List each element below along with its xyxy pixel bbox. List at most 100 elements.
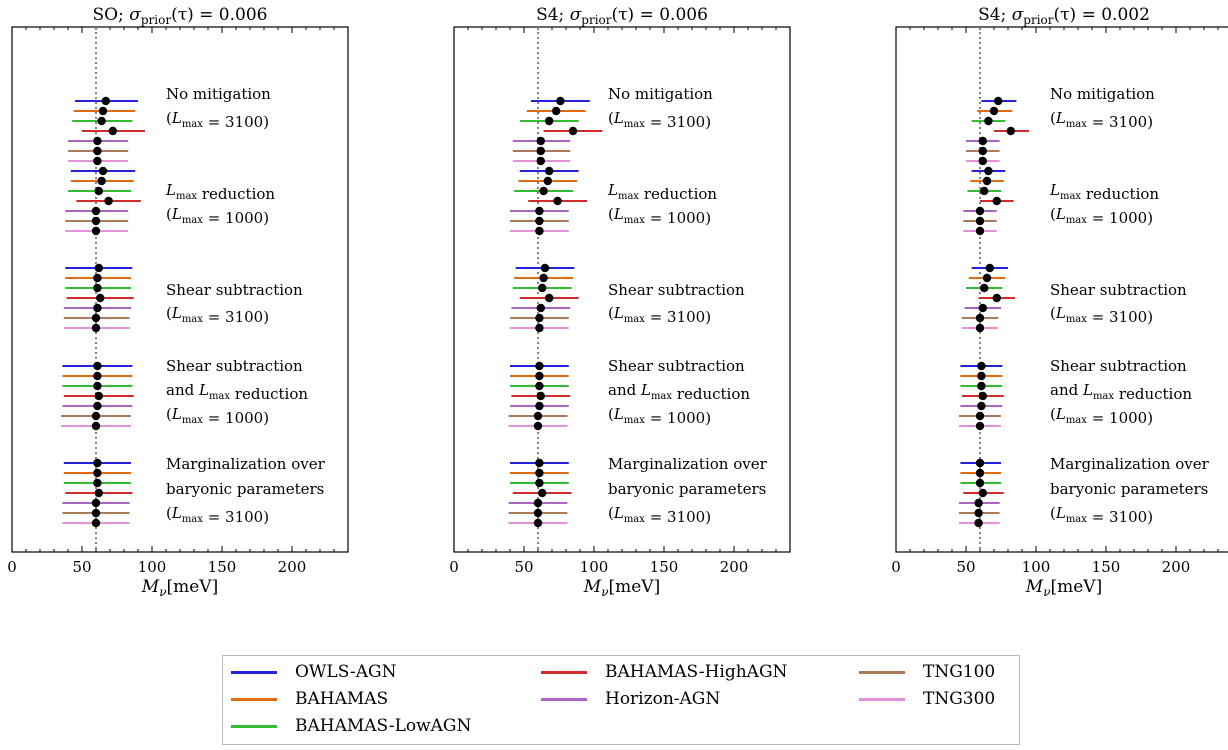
data-point bbox=[540, 263, 550, 273]
data-point bbox=[93, 478, 102, 488]
data-point bbox=[545, 116, 554, 126]
x-axis-label: Mν[meV] bbox=[1025, 577, 1102, 599]
data-point bbox=[982, 273, 992, 283]
data-point bbox=[535, 458, 544, 468]
x-tick-label: 100 bbox=[138, 558, 167, 576]
x-tick-label: 50 bbox=[956, 558, 975, 576]
data-point bbox=[552, 106, 561, 116]
data-point bbox=[536, 303, 545, 313]
x-tick-label: 150 bbox=[1092, 558, 1121, 576]
legend-item: OWLS-AGN bbox=[231, 661, 396, 683]
data-point bbox=[982, 176, 992, 186]
data-point bbox=[538, 283, 547, 293]
group-label: (Lmax = 1000) bbox=[608, 405, 711, 427]
x-tick-label: 50 bbox=[514, 558, 533, 576]
data-point bbox=[992, 293, 1001, 303]
data-point bbox=[975, 313, 985, 323]
group-label: and Lmax reduction bbox=[1050, 381, 1192, 403]
group-label: Shear subtraction bbox=[608, 357, 745, 375]
legend-item: TNG100 bbox=[859, 661, 995, 683]
data-point bbox=[535, 313, 544, 323]
group-label: No mitigation bbox=[608, 85, 713, 103]
group-label: (Lmax = 1000) bbox=[166, 405, 269, 427]
data-point bbox=[535, 468, 544, 478]
group-label: Shear subtraction bbox=[1050, 281, 1187, 299]
legend-swatch bbox=[859, 697, 905, 701]
group-label: Marginalization over bbox=[1050, 455, 1210, 473]
data-point bbox=[568, 126, 578, 136]
legend-item: Horizon-AGN bbox=[541, 688, 720, 710]
data-point bbox=[93, 381, 102, 391]
data-point bbox=[975, 323, 985, 333]
x-tick-label: 200 bbox=[720, 558, 749, 576]
x-tick-label: 150 bbox=[208, 558, 237, 576]
data-point bbox=[91, 313, 101, 323]
data-point bbox=[93, 401, 102, 411]
data-point bbox=[535, 381, 544, 391]
x-tick-label: 0 bbox=[7, 558, 17, 576]
legend-label: OWLS-AGN bbox=[295, 662, 397, 682]
data-point bbox=[535, 361, 544, 371]
data-point bbox=[539, 186, 548, 196]
data-point bbox=[535, 401, 544, 411]
data-point bbox=[93, 273, 102, 283]
x-axis-label: Mν[meV] bbox=[141, 577, 218, 599]
x-tick-label: 0 bbox=[891, 558, 901, 576]
data-point bbox=[984, 166, 993, 176]
data-point bbox=[974, 498, 983, 508]
data-point bbox=[553, 196, 562, 206]
data-point bbox=[975, 216, 985, 226]
data-point bbox=[536, 156, 545, 166]
data-point bbox=[545, 293, 554, 303]
data-point bbox=[93, 468, 102, 478]
group-label: and Lmax reduction bbox=[166, 381, 308, 403]
data-point bbox=[91, 508, 101, 518]
data-point bbox=[93, 458, 102, 468]
group-label: (Lmax = 3100) bbox=[166, 109, 269, 131]
group-label: (Lmax = 3100) bbox=[166, 304, 269, 326]
x-tick-label: 100 bbox=[1022, 558, 1051, 576]
data-point bbox=[975, 206, 985, 216]
data-point bbox=[985, 263, 994, 273]
group-label: (Lmax = 3100) bbox=[608, 304, 711, 326]
data-point bbox=[978, 136, 987, 146]
data-point bbox=[978, 391, 987, 401]
legend-swatch bbox=[231, 670, 277, 674]
data-point bbox=[975, 411, 985, 421]
group-label: Lmax reduction bbox=[607, 181, 717, 203]
data-point bbox=[91, 498, 101, 508]
data-point bbox=[533, 518, 543, 528]
data-point bbox=[97, 116, 106, 126]
data-point bbox=[91, 323, 101, 333]
group-label: Shear subtraction bbox=[166, 281, 303, 299]
data-point bbox=[533, 508, 543, 518]
data-point bbox=[974, 518, 983, 528]
group-label: (Lmax = 3100) bbox=[608, 504, 711, 526]
group-label: (Lmax = 3100) bbox=[1050, 109, 1153, 131]
group-label: Lmax reduction bbox=[165, 181, 275, 203]
data-point bbox=[978, 156, 987, 166]
data-point bbox=[96, 293, 105, 303]
data-point bbox=[93, 283, 102, 293]
data-point bbox=[108, 126, 118, 136]
data-point bbox=[539, 273, 548, 283]
group-label: baryonic parameters bbox=[608, 480, 766, 498]
data-point bbox=[536, 391, 545, 401]
data-point bbox=[94, 186, 104, 196]
data-point bbox=[977, 401, 986, 411]
group-label: (Lmax = 1000) bbox=[1050, 205, 1153, 227]
data-point bbox=[556, 96, 565, 106]
data-point bbox=[978, 488, 987, 498]
data-point bbox=[91, 411, 101, 421]
data-point bbox=[91, 216, 101, 226]
group-label: baryonic parameters bbox=[1050, 480, 1208, 498]
data-point bbox=[91, 206, 101, 216]
data-point bbox=[977, 371, 986, 381]
group-label: Shear subtraction bbox=[166, 357, 303, 375]
data-point bbox=[992, 196, 1001, 206]
data-point bbox=[535, 323, 544, 333]
data-point bbox=[977, 361, 986, 371]
data-point bbox=[535, 206, 544, 216]
data-point bbox=[93, 361, 102, 371]
